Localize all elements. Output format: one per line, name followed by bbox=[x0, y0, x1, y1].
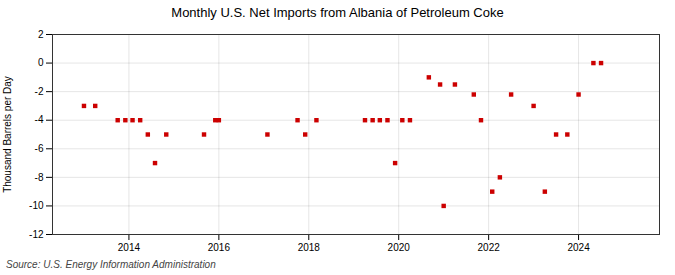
svg-text:2022: 2022 bbox=[478, 242, 501, 253]
svg-text:2: 2 bbox=[38, 29, 44, 40]
svg-text:2014: 2014 bbox=[118, 242, 141, 253]
svg-text:-2: -2 bbox=[35, 86, 44, 97]
svg-text:2020: 2020 bbox=[388, 242, 411, 253]
svg-text:2018: 2018 bbox=[298, 242, 321, 253]
svg-text:-8: -8 bbox=[35, 172, 44, 183]
svg-text:-4: -4 bbox=[35, 114, 44, 125]
svg-text:2016: 2016 bbox=[208, 242, 231, 253]
svg-text:-10: -10 bbox=[29, 200, 44, 211]
html-text:Monthly U.S. Net Imports from: Monthly U.S. Net Imports from Albania of… bbox=[171, 5, 504, 20]
svg-text:2024: 2024 bbox=[567, 242, 590, 253]
svg-text:0: 0 bbox=[38, 57, 44, 68]
html-text:Source: U.S. Energy Informatio: Source: U.S. Energy Information Administ… bbox=[6, 259, 216, 270]
svg-text:-6: -6 bbox=[35, 143, 44, 154]
svg-text:-12: -12 bbox=[29, 229, 44, 240]
svg-text:Thousand Barrels per Day: Thousand Barrels per Day bbox=[2, 76, 13, 193]
